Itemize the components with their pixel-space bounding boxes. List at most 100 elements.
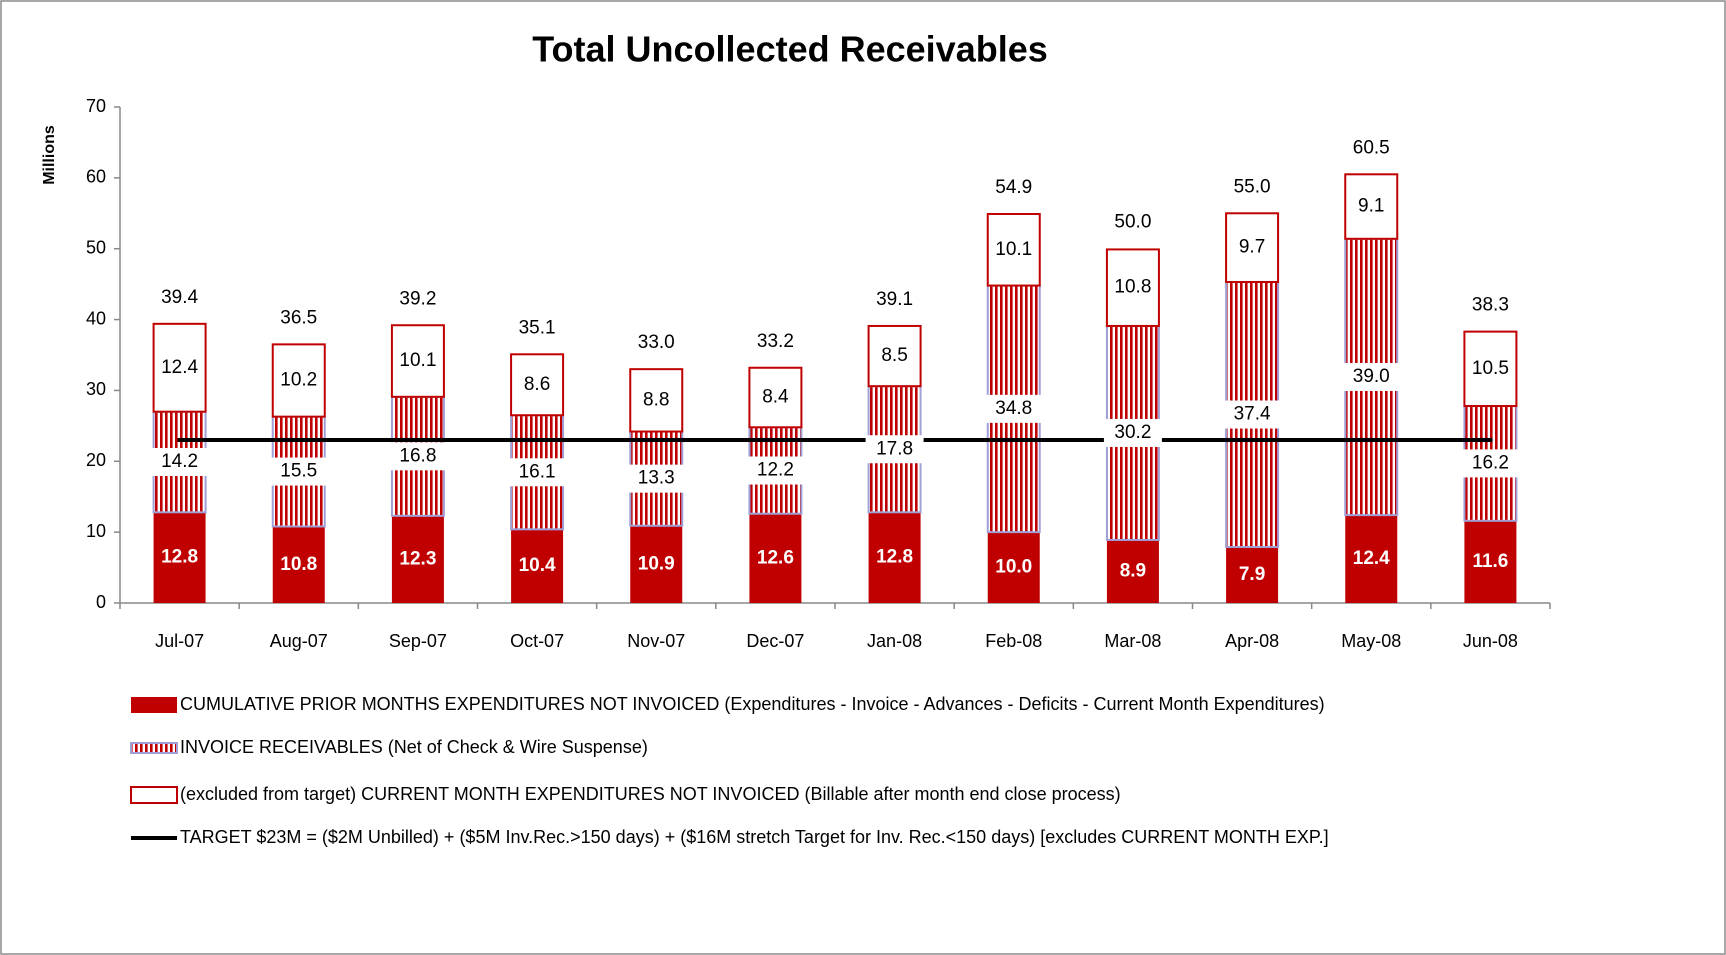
x-tick-label: Aug-07	[270, 631, 328, 651]
legend-label: INVOICE RECEIVABLES (Net of Check & Wire…	[180, 737, 648, 757]
data-label: 10.8	[1114, 277, 1151, 298]
data-label: 8.6	[524, 374, 550, 395]
total-label: 39.4	[161, 287, 198, 308]
data-label-box	[1461, 449, 1520, 478]
total-label: 50.0	[1114, 212, 1151, 233]
x-tick-label: Feb-08	[985, 631, 1042, 651]
data-label: 10.4	[519, 555, 556, 576]
y-tick-label: 70	[86, 96, 106, 116]
total-label: 33.0	[638, 332, 675, 353]
data-label: 8.4	[762, 387, 789, 408]
data-label: 12.2	[757, 460, 794, 481]
total-label: 33.2	[757, 331, 794, 352]
bar-segment	[749, 513, 802, 603]
bar-segment	[272, 526, 325, 603]
data-label: 12.6	[757, 547, 794, 568]
bar-segment	[152, 322, 207, 413]
bar-segment	[390, 324, 445, 398]
bar-segment	[510, 353, 565, 417]
y-tick-label: 40	[86, 308, 106, 328]
bar-segment	[1105, 248, 1160, 327]
bar-segment	[1106, 539, 1159, 603]
data-label-box	[1342, 362, 1401, 391]
y-tick-label: 10	[86, 521, 106, 541]
bar-segment	[987, 532, 1040, 603]
data-label: 10.2	[280, 370, 317, 391]
bar-segment	[391, 515, 444, 603]
data-label: 37.4	[1234, 404, 1271, 425]
y-tick-label: 0	[96, 592, 106, 612]
total-label: 38.3	[1472, 295, 1509, 316]
data-label: 17.8	[876, 438, 913, 459]
data-label-box	[984, 394, 1043, 423]
data-label: 15.5	[280, 461, 317, 482]
legend-label: CUMULATIVE PRIOR MONTHS EXPENDITURES NOT…	[180, 694, 1325, 714]
data-label: 30.2	[1114, 422, 1151, 443]
total-label: 60.5	[1353, 137, 1390, 158]
data-label: 12.3	[399, 548, 436, 569]
data-label-box	[269, 457, 328, 486]
data-label: 10.9	[638, 553, 675, 574]
bar-segment	[271, 343, 326, 418]
x-tick-label: Jun-08	[1463, 631, 1518, 651]
data-label: 12.8	[876, 547, 913, 568]
total-label: 55.0	[1234, 176, 1271, 197]
data-label: 7.9	[1239, 564, 1265, 585]
y-axis-label: Millions	[41, 125, 58, 185]
bar-segment	[986, 212, 1041, 287]
y-tick-label: 50	[86, 237, 106, 257]
data-label: 10.1	[995, 239, 1032, 260]
bar-segment	[511, 529, 564, 603]
legend-swatch	[130, 786, 178, 804]
bar-segment	[1345, 515, 1398, 603]
chart-title: Total Uncollected Receivables	[532, 29, 1048, 70]
x-tick-label: Jul-07	[155, 631, 204, 651]
data-label: 10.5	[1472, 358, 1509, 379]
data-label: 8.5	[881, 345, 907, 366]
data-label: 14.2	[161, 451, 198, 472]
data-label-box	[1103, 418, 1162, 447]
data-label: 16.8	[399, 445, 436, 466]
data-label: 12.8	[161, 547, 198, 568]
y-tick-label: 20	[86, 450, 106, 470]
total-label: 36.5	[280, 307, 317, 328]
bar-segment	[1344, 173, 1399, 240]
bar-segment	[868, 512, 921, 603]
data-label: 9.1	[1358, 196, 1384, 217]
bar-segment	[748, 366, 803, 429]
x-tick-label: Nov-07	[627, 631, 685, 651]
total-label: 39.2	[399, 288, 436, 309]
data-label: 12.4	[161, 357, 198, 378]
legend-label: TARGET $23M = ($2M Unbilled) + ($5M Inv.…	[180, 827, 1329, 847]
data-label: 13.3	[638, 468, 675, 489]
data-label: 11.6	[1472, 551, 1508, 572]
bar-segment	[1464, 520, 1517, 603]
x-tick-label: Sep-07	[389, 631, 447, 651]
data-label-box	[627, 464, 686, 493]
x-tick-label: Dec-07	[746, 631, 804, 651]
bar-segment	[1225, 212, 1280, 284]
total-label: 39.1	[876, 289, 913, 310]
data-label: 8.9	[1120, 560, 1146, 581]
legend-swatch	[131, 697, 177, 713]
data-label: 10.1	[399, 350, 436, 371]
bar-segment	[629, 368, 684, 433]
data-label: 8.8	[643, 389, 669, 410]
data-label: 16.1	[519, 461, 556, 482]
x-tick-label: Mar-08	[1104, 631, 1161, 651]
legend-swatch	[130, 742, 178, 754]
bar-segment	[630, 525, 683, 603]
x-tick-label: Jan-08	[867, 631, 922, 651]
total-label: 54.9	[995, 177, 1032, 198]
data-label: 9.7	[1239, 237, 1265, 258]
x-tick-label: May-08	[1341, 631, 1401, 651]
data-label: 10.8	[280, 554, 317, 575]
x-tick-label: Apr-08	[1225, 631, 1279, 651]
data-label: 12.4	[1353, 548, 1390, 569]
data-label-box	[388, 442, 447, 471]
bar-segment	[1463, 330, 1518, 408]
data-label-box	[746, 456, 805, 485]
total-label: 35.1	[519, 317, 556, 338]
